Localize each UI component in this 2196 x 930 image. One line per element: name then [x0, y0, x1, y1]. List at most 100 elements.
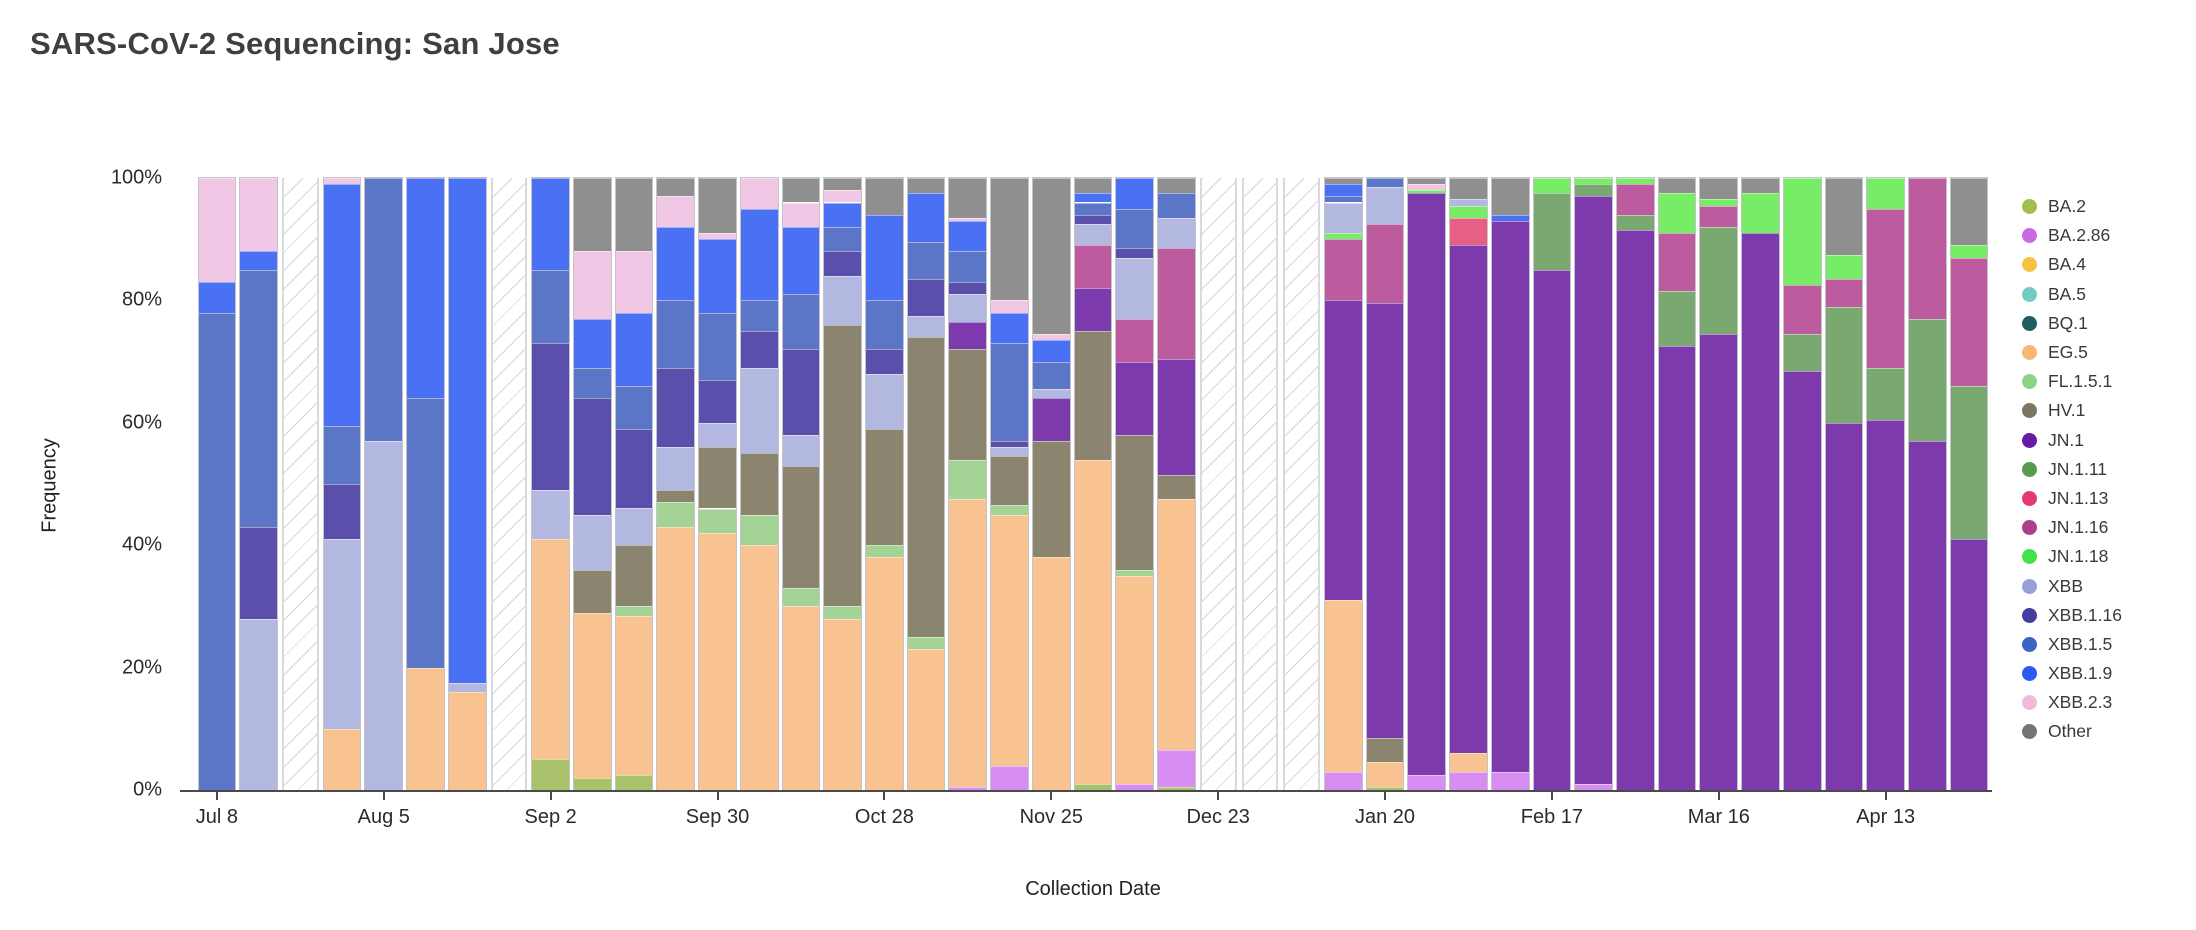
segment-JN.1[interactable]	[1825, 422, 1863, 790]
segment-Other[interactable]	[1491, 178, 1529, 215]
segment-XBB.2.3[interactable]	[615, 251, 653, 313]
segment-XBB.1.5[interactable]	[1158, 193, 1195, 218]
segment-JN.1[interactable]	[1158, 358, 1195, 475]
segment-Other[interactable]	[1074, 178, 1112, 194]
legend-item-xbb-1-5[interactable]: XBB.1.5	[2022, 630, 2122, 659]
segment-EG.5[interactable]	[1032, 557, 1070, 790]
legend-item-jn-1-11[interactable]: JN.1.11	[2022, 455, 2122, 484]
bar-aug-12[interactable]	[407, 178, 444, 790]
segment-JN.1.16[interactable]	[1158, 248, 1195, 359]
segment-EG.5[interactable]	[448, 692, 486, 790]
bar-nov-18[interactable]	[991, 178, 1028, 790]
segment-EG.5[interactable]	[573, 612, 611, 778]
segment-JN.1.16[interactable]	[1950, 257, 1988, 387]
segment-XBB.1.9[interactable]	[782, 226, 820, 295]
segment-FL.1.5.1[interactable]	[866, 545, 903, 558]
segment-Other[interactable]	[573, 178, 611, 252]
segment-FL.1.5.1[interactable]	[949, 459, 987, 500]
legend-item-ba-5[interactable]: BA.5	[2022, 280, 2122, 309]
segment-JN.1.16[interactable]	[1658, 233, 1696, 292]
segment-HV.1[interactable]	[949, 349, 987, 460]
segment-EG.5[interactable]	[740, 545, 778, 790]
segment-JN.1.18[interactable]	[1533, 178, 1571, 194]
segment-HV.1[interactable]	[615, 545, 653, 607]
segment-EG.5[interactable]	[699, 532, 736, 790]
segment-FL.1.5.1[interactable]	[740, 514, 778, 546]
segment-XBB[interactable]	[824, 275, 862, 325]
segment-FL.1.5.1[interactable]	[699, 508, 736, 533]
legend-item-xbb-1-16[interactable]: XBB.1.16	[2022, 601, 2122, 630]
segment-XBB.2.3[interactable]	[699, 233, 736, 240]
segment-JN.1[interactable]	[949, 321, 987, 350]
bar-mar-2[interactable]	[1617, 178, 1654, 790]
segment-JN.1.16[interactable]	[1909, 178, 1946, 319]
segment-XBB.1.16[interactable]	[573, 398, 611, 515]
bar-nov-11[interactable]	[949, 178, 987, 790]
segment-XBB[interactable]	[949, 294, 987, 322]
bar-jul-15[interactable]	[240, 178, 277, 790]
segment-XBB.1.16[interactable]	[1116, 248, 1154, 258]
segment-XBB.1.5[interactable]	[740, 300, 778, 331]
bar-nov-4[interactable]	[907, 178, 945, 790]
segment-JN.1[interactable]	[1575, 196, 1612, 784]
segment-JN.1.11[interactable]	[1617, 214, 1654, 231]
segment-XBB[interactable]	[1450, 199, 1487, 206]
segment-JN.1[interactable]	[1950, 539, 1988, 790]
segment-XBB.1.9[interactable]	[949, 220, 987, 252]
segment-XBB.2.3[interactable]	[573, 251, 611, 319]
segment-XBB[interactable]	[782, 435, 820, 466]
segment-XBB.1.9[interactable]	[407, 178, 444, 399]
segment-XBB[interactable]	[1116, 257, 1154, 319]
segment-XBB.1.9[interactable]	[1324, 184, 1362, 197]
segment-XBB.1.5[interactable]	[657, 300, 695, 368]
bar-sep-30[interactable]	[699, 178, 736, 790]
legend-item-jn-1-18[interactable]: JN.1.18	[2022, 542, 2122, 571]
segment-XBB.1.16[interactable]	[907, 278, 945, 316]
segment-HV.1[interactable]	[866, 428, 903, 546]
segment-HV.1[interactable]	[907, 337, 945, 637]
segment-XBB.1.16[interactable]	[991, 441, 1028, 448]
segment-JN.1[interactable]	[1658, 346, 1696, 790]
segment-XBB[interactable]	[323, 539, 361, 729]
segment-XBB.2.3[interactable]	[782, 202, 820, 227]
segment-XBB.1.9[interactable]	[699, 239, 736, 313]
segment-JN.1.16[interactable]	[1825, 279, 1863, 307]
segment-JN.1[interactable]	[1408, 193, 1446, 775]
segment-JN.1[interactable]	[1909, 441, 1946, 790]
segment-EG.5[interactable]	[782, 606, 820, 790]
segment-HV.1[interactable]	[1116, 435, 1154, 570]
segment-XBB.1.16[interactable]	[532, 343, 569, 491]
segment-EG.5[interactable]	[907, 649, 945, 790]
bar-apr-20[interactable]	[1909, 178, 1946, 790]
segment-XBB.1.16[interactable]	[949, 282, 987, 295]
segment-FL.1.5.1[interactable]	[615, 606, 653, 616]
segment-JN.1.18[interactable]	[1617, 178, 1654, 185]
segment-JN.1.16[interactable]	[1617, 184, 1654, 215]
segment-XBB.2.3[interactable]	[824, 190, 862, 203]
segment-Other[interactable]	[1324, 178, 1362, 185]
segment-JN.1.11[interactable]	[1575, 184, 1612, 197]
segment-BA.2[interactable]	[1074, 783, 1112, 790]
bar-mar-30[interactable]	[1783, 178, 1821, 790]
segment-Other[interactable]	[1658, 178, 1696, 194]
legend-item-jn-1[interactable]: JN.1	[2022, 426, 2122, 455]
segment-Other[interactable]	[699, 178, 736, 234]
segment-BA.2.86[interactable]	[1158, 750, 1195, 787]
segment-XBB.1.5[interactable]	[532, 269, 569, 344]
segment-XBB[interactable]	[1324, 202, 1362, 234]
segment-XBB[interactable]	[240, 618, 277, 790]
segment-BA.2.86[interactable]	[991, 765, 1028, 790]
segment-Other[interactable]	[1825, 178, 1863, 255]
segment-FL.1.5.1[interactable]	[991, 505, 1028, 515]
segment-JN.1[interactable]	[1533, 269, 1571, 790]
segment-BA.2[interactable]	[615, 774, 653, 790]
segment-XBB[interactable]	[907, 315, 945, 338]
segment-XBB.1.5[interactable]	[1074, 202, 1112, 215]
segment-XBB.2.3[interactable]	[949, 217, 987, 221]
bar-dec-9[interactable]	[1116, 178, 1154, 790]
segment-Other[interactable]	[824, 178, 862, 191]
segment-XBB[interactable]	[365, 441, 403, 790]
bar-feb-24[interactable]	[1575, 178, 1612, 790]
segment-JN.1[interactable]	[1491, 220, 1529, 772]
bar-sep-9[interactable]	[573, 178, 611, 790]
